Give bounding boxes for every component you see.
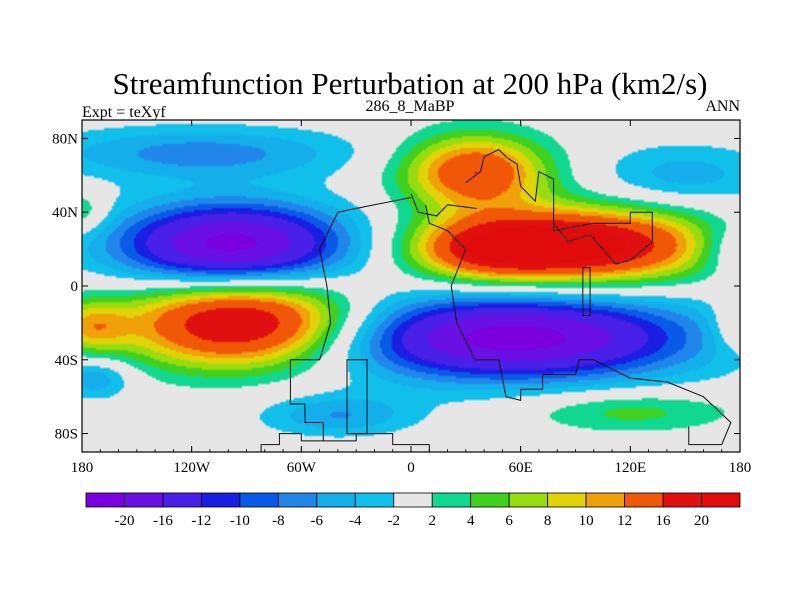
coastline-4 — [465, 148, 653, 265]
colorbar-label-11: 8 — [544, 513, 552, 529]
x-tick-label-3: 0 — [407, 460, 415, 476]
colorbar-swatch-16 — [701, 492, 741, 508]
colorbar-swatch-4 — [239, 492, 279, 508]
x-tick-label-2: 60W — [287, 460, 317, 476]
colorbar-swatch-10 — [470, 492, 510, 508]
map-panel: 180 120W 60W 0 60E 120E 180 80N 40N 0 40S 80S — [52, 119, 752, 476]
x-tick-label-4: 60E — [509, 460, 533, 476]
colorbar-swatch-5 — [277, 492, 318, 508]
colorbar-label-3: -10 — [230, 513, 250, 529]
colorbar-label-5: -6 — [311, 513, 324, 529]
colorbar-label-6: -4 — [349, 513, 362, 529]
colorbar-swatch-11 — [508, 492, 549, 508]
colorbar-swatch-0 — [85, 492, 125, 508]
coastline-5 — [582, 267, 591, 316]
colorbar-swatch-9 — [431, 492, 472, 508]
colorbar-swatch-7 — [354, 492, 395, 508]
colorbar-label-12: 10 — [579, 513, 594, 529]
x-tick-label-5: 120E — [614, 460, 646, 476]
coastline-3 — [425, 204, 732, 446]
colorbar-swatch-6 — [316, 492, 356, 508]
x-axis: 180 120W 60W 0 60E 120E 180 — [71, 120, 752, 476]
y-axis: 80N 40N 0 40S 80S — [52, 131, 740, 443]
colorbar-label-10: 6 — [505, 513, 513, 529]
y-tick-label-4: 80S — [55, 427, 78, 443]
colorbar-swatch-2 — [162, 492, 202, 508]
x-tick-label-0: 180 — [71, 460, 94, 476]
x-tick-label-6: 180 — [729, 460, 752, 476]
colorbar-label-13: 12 — [617, 513, 632, 529]
y-tick-label-3: 40S — [55, 353, 78, 369]
colorbar-label-0: -20 — [114, 513, 134, 529]
season-label: ANN — [705, 98, 740, 115]
colorbar-label-15: 20 — [694, 513, 709, 529]
x-tick-label-1: 120W — [173, 460, 211, 476]
colorbar-label-1: -16 — [153, 513, 173, 529]
colorbar-label-9: 4 — [467, 513, 475, 529]
colorbar-swatch-15 — [662, 492, 702, 508]
chart-title: Streamfunction Perturbation at 200 hPa (… — [113, 66, 708, 101]
coastline-6 — [410, 193, 477, 217]
colorbar-swatch-3 — [201, 492, 241, 508]
y-tick-label-0: 80N — [52, 131, 78, 147]
coastline-0 — [260, 433, 430, 452]
y-tick-label-2: 0 — [71, 279, 79, 295]
colorbar-label-4: -8 — [272, 513, 285, 529]
colorbar-swatch-13 — [585, 492, 625, 508]
experiment-label: Expt = teXyf — [82, 104, 166, 121]
colorbar-label-2: -12 — [191, 513, 211, 529]
case-label: 286_8_MaBP — [366, 98, 455, 115]
colorbar: -20 -16 -12 -10 -8 -6 -4 -2 2 4 6 8 10 12 16 20 — [85, 492, 741, 529]
contour-field — [82, 120, 740, 452]
colorbar-label-8: 2 — [428, 513, 436, 529]
colorbar-swatch-1 — [124, 492, 164, 508]
y-tick-label-1: 40N — [52, 205, 78, 221]
colorbar-swatch-12 — [547, 492, 587, 508]
colorbar-swatch-14 — [624, 492, 664, 508]
coastlines — [260, 148, 732, 452]
colorbar-label-14: 16 — [656, 513, 672, 529]
coastline-1 — [289, 197, 412, 441]
colorbar-label-7: -2 — [388, 513, 401, 529]
colorbar-swatch-8 — [393, 492, 433, 508]
coastline-2 — [346, 359, 368, 435]
